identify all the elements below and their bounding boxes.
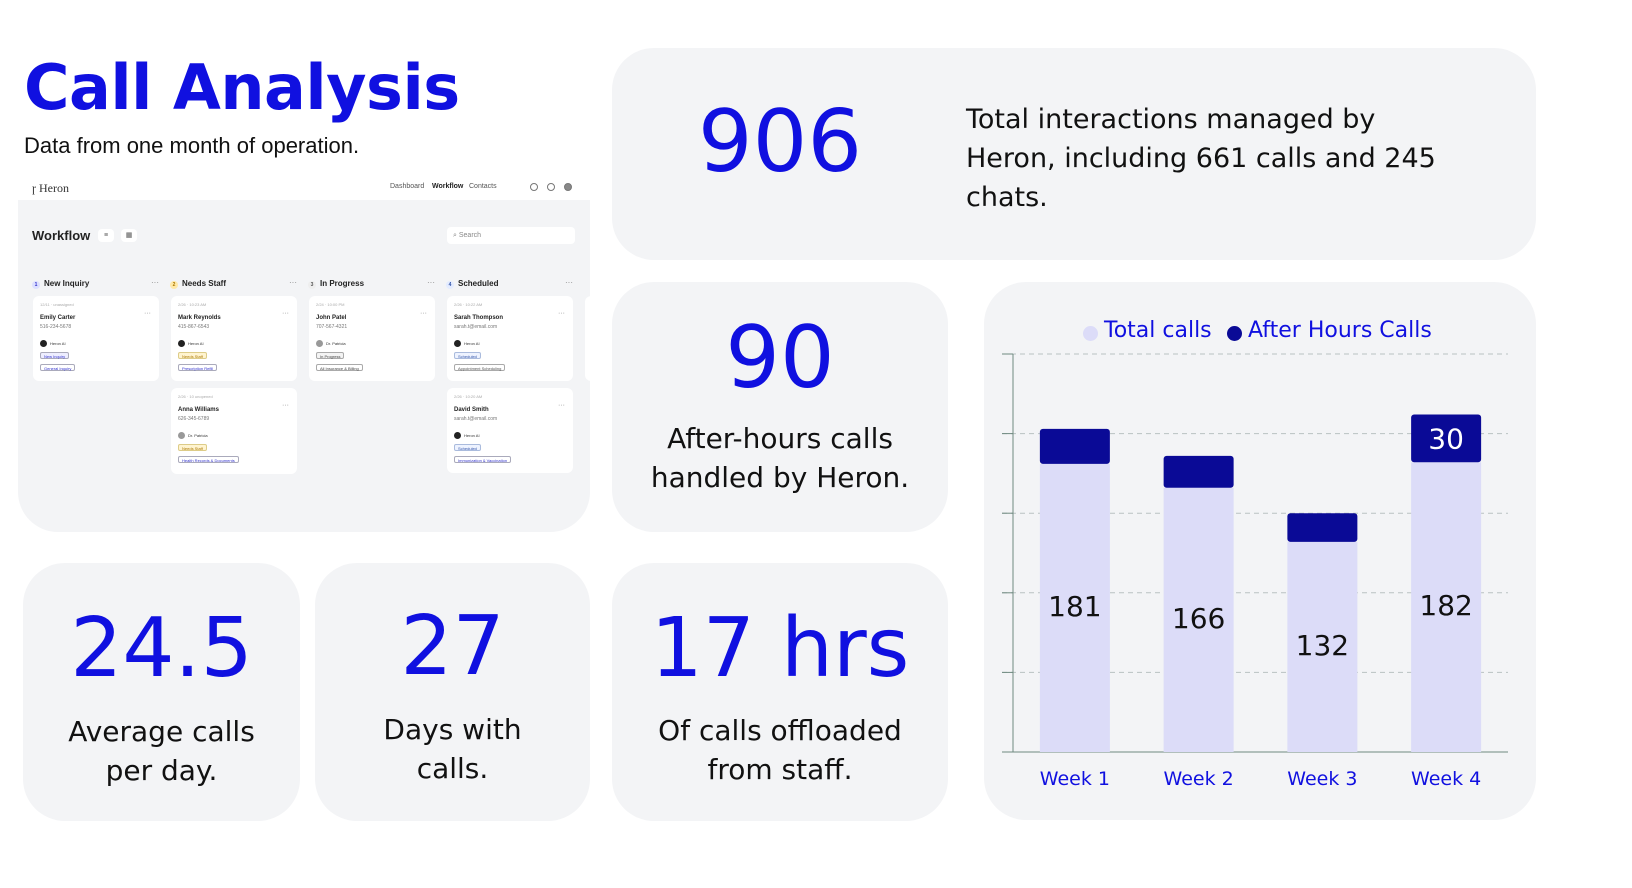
legend-after-hours-swatch: [1227, 326, 1242, 341]
column-needs-staff: 2 Needs Staff: [170, 279, 226, 289]
search-input[interactable]: ⌕ Search: [447, 227, 575, 244]
avatar[interactable]: [564, 183, 572, 191]
page-subtitle: Data from one month of operation.: [24, 133, 360, 158]
after-hours-caption-line2: handled by Heron.: [650, 461, 910, 494]
after-hours-caption-line1: After-hours calls: [667, 422, 893, 455]
filter-icon[interactable]: ≡: [98, 229, 114, 242]
days-with-calls-value: 27: [400, 599, 505, 694]
nav-workflow[interactable]: Workflow: [432, 183, 464, 190]
total-interactions-value: 906: [697, 92, 863, 192]
task-card[interactable]: 2/24 · 10:00 PM ··· John Patel 707-567-4…: [309, 296, 435, 381]
offloaded-hours-value: 17 hrs: [650, 601, 910, 696]
more-icon[interactable]: ···: [427, 278, 435, 287]
column-scheduled: 4 Scheduled: [446, 279, 498, 289]
more-icon[interactable]: ···: [151, 278, 159, 287]
days-with-calls-caption-line2: calls.: [416, 752, 489, 785]
task-card[interactable]: 2/26 · 10:20 AM ··· David Smith sarah.t@…: [447, 388, 573, 473]
legend-after-hours-calls: After Hours Calls: [1248, 318, 1432, 343]
more-icon[interactable]: ···: [289, 278, 297, 287]
average-calls-caption-line1: Average calls: [68, 715, 255, 748]
weekly-calls-chart-card: [984, 282, 1536, 820]
offloaded-hours-caption-line1: Of calls offloaded: [658, 714, 902, 747]
offloaded-hours-card: 17 hrs Of calls offloaded from staff.: [612, 563, 948, 821]
task-card[interactable]: 12/11 · unassigned ··· Emily Carter 516-…: [33, 296, 159, 381]
app-topbar: ɼ Heron Dashboard Workflow Contacts: [18, 178, 590, 200]
nav-dashboard[interactable]: Dashboard: [390, 183, 425, 190]
legend-total-calls: Total calls: [1104, 318, 1212, 343]
task-card[interactable]: 2/26 · 10:22 AM ··· Sarah Thompson sarah…: [447, 296, 573, 381]
page-title: Call Analysis: [24, 51, 460, 124]
days-with-calls-card: 27 Days with calls.: [315, 563, 590, 821]
column-new-inquiry: 1 New Inquiry: [32, 279, 89, 289]
legend-total-calls-swatch: [1083, 326, 1098, 341]
workflow-title: Workflow: [32, 228, 91, 243]
days-with-calls-caption-line1: Days with: [383, 713, 522, 746]
task-card[interactable]: 2/26 · 10 unopened ··· Anna Williams 626…: [171, 388, 297, 474]
total-interactions-caption: Total interactions managed by Heron, inc…: [966, 104, 1436, 213]
settings-icon[interactable]: [530, 183, 538, 191]
heron-logo: ɼ Heron: [32, 181, 69, 195]
grid-icon[interactable]: ▦: [121, 229, 137, 242]
task-card-partial: [585, 296, 590, 381]
column-in-progress: 3 In Progress: [308, 279, 364, 289]
task-card[interactable]: 2/26 · 10:23 AM ··· Mark Reynolds 415-86…: [171, 296, 297, 381]
bell-icon[interactable]: [547, 183, 555, 191]
after-hours-value: 90: [725, 308, 835, 408]
average-calls-value: 24.5: [70, 601, 253, 696]
after-hours-card: 90 After-hours calls handled by Heron.: [612, 282, 948, 532]
total-interactions-card: 906 Total interactions managed by Heron,…: [612, 48, 1536, 260]
offloaded-hours-caption-line2: from staff.: [707, 753, 853, 786]
average-calls-card: 24.5 Average calls per day.: [23, 563, 300, 821]
app-screenshot: ɼ Heron Dashboard Workflow Contacts Work…: [18, 178, 590, 532]
nav-contacts[interactable]: Contacts: [469, 183, 497, 190]
average-calls-caption-line2: per day.: [105, 754, 218, 787]
more-icon[interactable]: ···: [565, 278, 573, 287]
